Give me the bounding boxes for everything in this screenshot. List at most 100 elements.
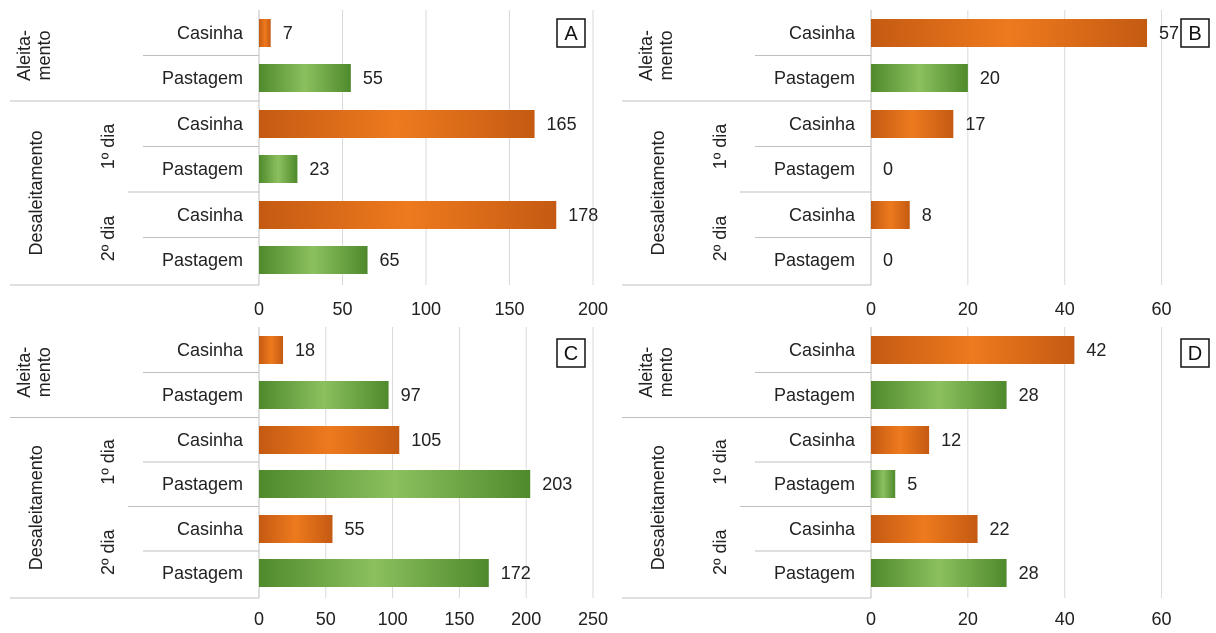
data-label: 55	[363, 68, 383, 88]
group-label-aleitamento: Aleita-mento	[14, 30, 54, 81]
data-label: 105	[411, 430, 441, 450]
bar-pastagem	[259, 470, 531, 498]
data-label: 18	[295, 340, 315, 360]
category-label: Pastagem	[774, 68, 855, 88]
group-label-aleitamento: Aleita-mento	[636, 30, 676, 81]
bar-pastagem	[259, 155, 298, 183]
category-label: Casinha	[177, 519, 244, 539]
group-label-day-2: 2º dia	[710, 215, 730, 262]
group-label-day-2: 2º dia	[98, 528, 118, 575]
group-label-desaleitamento: Desaleitamento	[648, 130, 668, 255]
category-label: Pastagem	[162, 563, 243, 583]
bar-pastagem	[259, 559, 489, 587]
x-tick-label: 40	[1055, 299, 1075, 319]
category-label: Casinha	[789, 23, 856, 43]
group-label-day-1: 1º dia	[98, 123, 118, 170]
bar-casinha	[259, 336, 284, 364]
bar-casinha	[259, 110, 535, 138]
category-label: Casinha	[177, 340, 244, 360]
data-label: 0	[883, 250, 893, 270]
panel-label-box	[556, 18, 586, 48]
bar-pastagem	[259, 246, 368, 274]
bar-casinha	[871, 201, 910, 229]
bar-casinha	[871, 426, 930, 454]
category-label: Casinha	[177, 23, 244, 43]
group-label-day-1: 1º dia	[98, 438, 118, 485]
data-label: 97	[401, 385, 421, 405]
data-label: 7	[283, 23, 293, 43]
panel-label: D	[1188, 343, 1202, 365]
data-label: 23	[309, 159, 329, 179]
category-label: Casinha	[789, 430, 856, 450]
x-tick-label: 20	[958, 299, 978, 319]
bar-pastagem	[871, 470, 896, 498]
x-tick-label: 0	[254, 299, 264, 319]
x-tick-label: 0	[866, 609, 876, 629]
category-label: Casinha	[789, 340, 856, 360]
group-label-day-1: 1º dia	[710, 438, 730, 485]
x-tick-label: 200	[578, 299, 608, 319]
x-tick-label: 200	[511, 609, 541, 629]
panel-label: A	[564, 23, 578, 45]
data-label: 22	[990, 519, 1010, 539]
category-label: Pastagem	[774, 385, 855, 405]
data-label: 65	[380, 250, 400, 270]
category-label: Casinha	[177, 114, 244, 134]
x-tick-label: 250	[578, 609, 608, 629]
category-label: Pastagem	[774, 250, 855, 270]
category-label: Pastagem	[162, 385, 243, 405]
category-label: Casinha	[177, 430, 244, 450]
data-label: 55	[344, 519, 364, 539]
group-label-day-2: 2º dia	[710, 528, 730, 575]
group-label-line: mento	[34, 347, 54, 397]
bar-casinha	[259, 19, 271, 47]
group-label-line: mento	[34, 30, 54, 80]
group-label-line: Aleita-	[14, 347, 34, 398]
group-label-line: mento	[656, 30, 676, 80]
x-tick-label: 0	[866, 299, 876, 319]
panel-label-box	[556, 338, 586, 368]
data-label: 28	[1019, 563, 1039, 583]
category-label: Casinha	[789, 114, 856, 134]
category-label: Pastagem	[162, 250, 243, 270]
group-label-line: Aleita-	[636, 30, 656, 81]
x-tick-label: 60	[1152, 609, 1172, 629]
panel-label-box	[1180, 338, 1210, 368]
x-tick-label: 50	[316, 609, 336, 629]
data-label: 172	[501, 563, 531, 583]
group-label-day-2: 2º dia	[98, 215, 118, 262]
category-label: Pastagem	[774, 474, 855, 494]
x-tick-label: 150	[444, 609, 474, 629]
data-label: 178	[568, 205, 598, 225]
group-label-aleitamento: Aleita-mento	[636, 347, 676, 398]
data-label: 203	[542, 474, 572, 494]
bar-casinha	[871, 336, 1075, 364]
group-label-day-1: 1º dia	[710, 123, 730, 170]
category-label: Pastagem	[774, 159, 855, 179]
data-label: 8	[922, 205, 932, 225]
bar-pastagem	[259, 381, 389, 409]
data-label: 165	[547, 114, 577, 134]
bar-casinha	[259, 426, 400, 454]
panel-label: C	[564, 343, 578, 365]
bar-casinha	[871, 515, 978, 543]
bar-casinha	[871, 110, 954, 138]
x-tick-label: 20	[958, 609, 978, 629]
chart-panel-b: Aleita-mento Desaleitamento 1º dia 2º dia Ca…	[622, 10, 1210, 319]
chart-panel-d: Aleita-mento Desaleitamento 1º dia 2º dia Ca…	[622, 327, 1210, 629]
group-label-desaleitamento: Desaleitamento	[648, 445, 668, 570]
category-label: Casinha	[789, 519, 856, 539]
bar-casinha	[259, 201, 557, 229]
x-tick-label: 100	[411, 299, 441, 319]
group-label-line: Aleita-	[14, 30, 34, 81]
data-label: 0	[883, 159, 893, 179]
x-tick-label: 100	[378, 609, 408, 629]
group-label-desaleitamento: Desaleitamento	[26, 130, 46, 255]
bar-pastagem	[871, 559, 1007, 587]
panel-label-box	[1180, 18, 1210, 48]
data-label: 42	[1086, 340, 1106, 360]
x-tick-label: 50	[332, 299, 352, 319]
category-label: Pastagem	[774, 563, 855, 583]
group-label-desaleitamento: Desaleitamento	[26, 445, 46, 570]
